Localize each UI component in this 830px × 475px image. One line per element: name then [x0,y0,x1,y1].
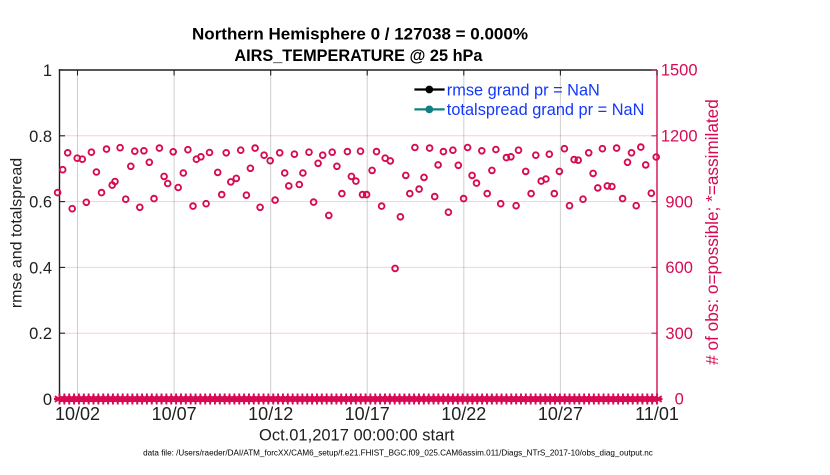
svg-text:10/02: 10/02 [55,404,100,424]
svg-text:totalspread grand pr = NaN: totalspread grand pr = NaN [447,101,645,119]
svg-text:900: 900 [665,193,693,211]
svg-text:1500: 1500 [661,62,698,80]
svg-text:0.6: 0.6 [29,194,52,212]
svg-text:Oct.01,2017 00:00:00 start: Oct.01,2017 00:00:00 start [259,426,455,444]
svg-text:300: 300 [665,325,693,343]
svg-text:0: 0 [675,391,684,409]
svg-text:10/22: 10/22 [441,404,486,424]
svg-text:data file: /Users/raeder/DAI/A: data file: /Users/raeder/DAI/ATM_forcXX/… [143,448,653,457]
svg-text:1: 1 [43,62,52,80]
svg-text:0: 0 [43,391,52,409]
svg-text:1200: 1200 [661,128,698,146]
svg-text:0.4: 0.4 [29,259,52,277]
svg-text:10/27: 10/27 [538,404,583,424]
svg-text:600: 600 [665,259,693,277]
svg-text:0.2: 0.2 [29,325,52,343]
svg-text:rmse grand pr = NaN: rmse grand pr = NaN [447,81,600,99]
svg-text:rmse and totalspread: rmse and totalspread [9,158,26,308]
svg-text:AIRS_TEMPERATURE @ 25 hPa: AIRS_TEMPERATURE @ 25 hPa [234,47,483,65]
svg-text:10/07: 10/07 [152,404,197,424]
svg-text:11/01: 11/01 [635,404,679,424]
svg-text:0.8: 0.8 [29,128,52,146]
svg-text:10/17: 10/17 [345,404,390,424]
svg-text:10/12: 10/12 [248,404,293,424]
svg-text:# of obs: o=possible; *=assimi: # of obs: o=possible; *=assimilated [702,99,722,365]
svg-text:Northern Hemisphere 0 / 127038: Northern Hemisphere 0 / 127038 = 0.000% [192,25,528,44]
